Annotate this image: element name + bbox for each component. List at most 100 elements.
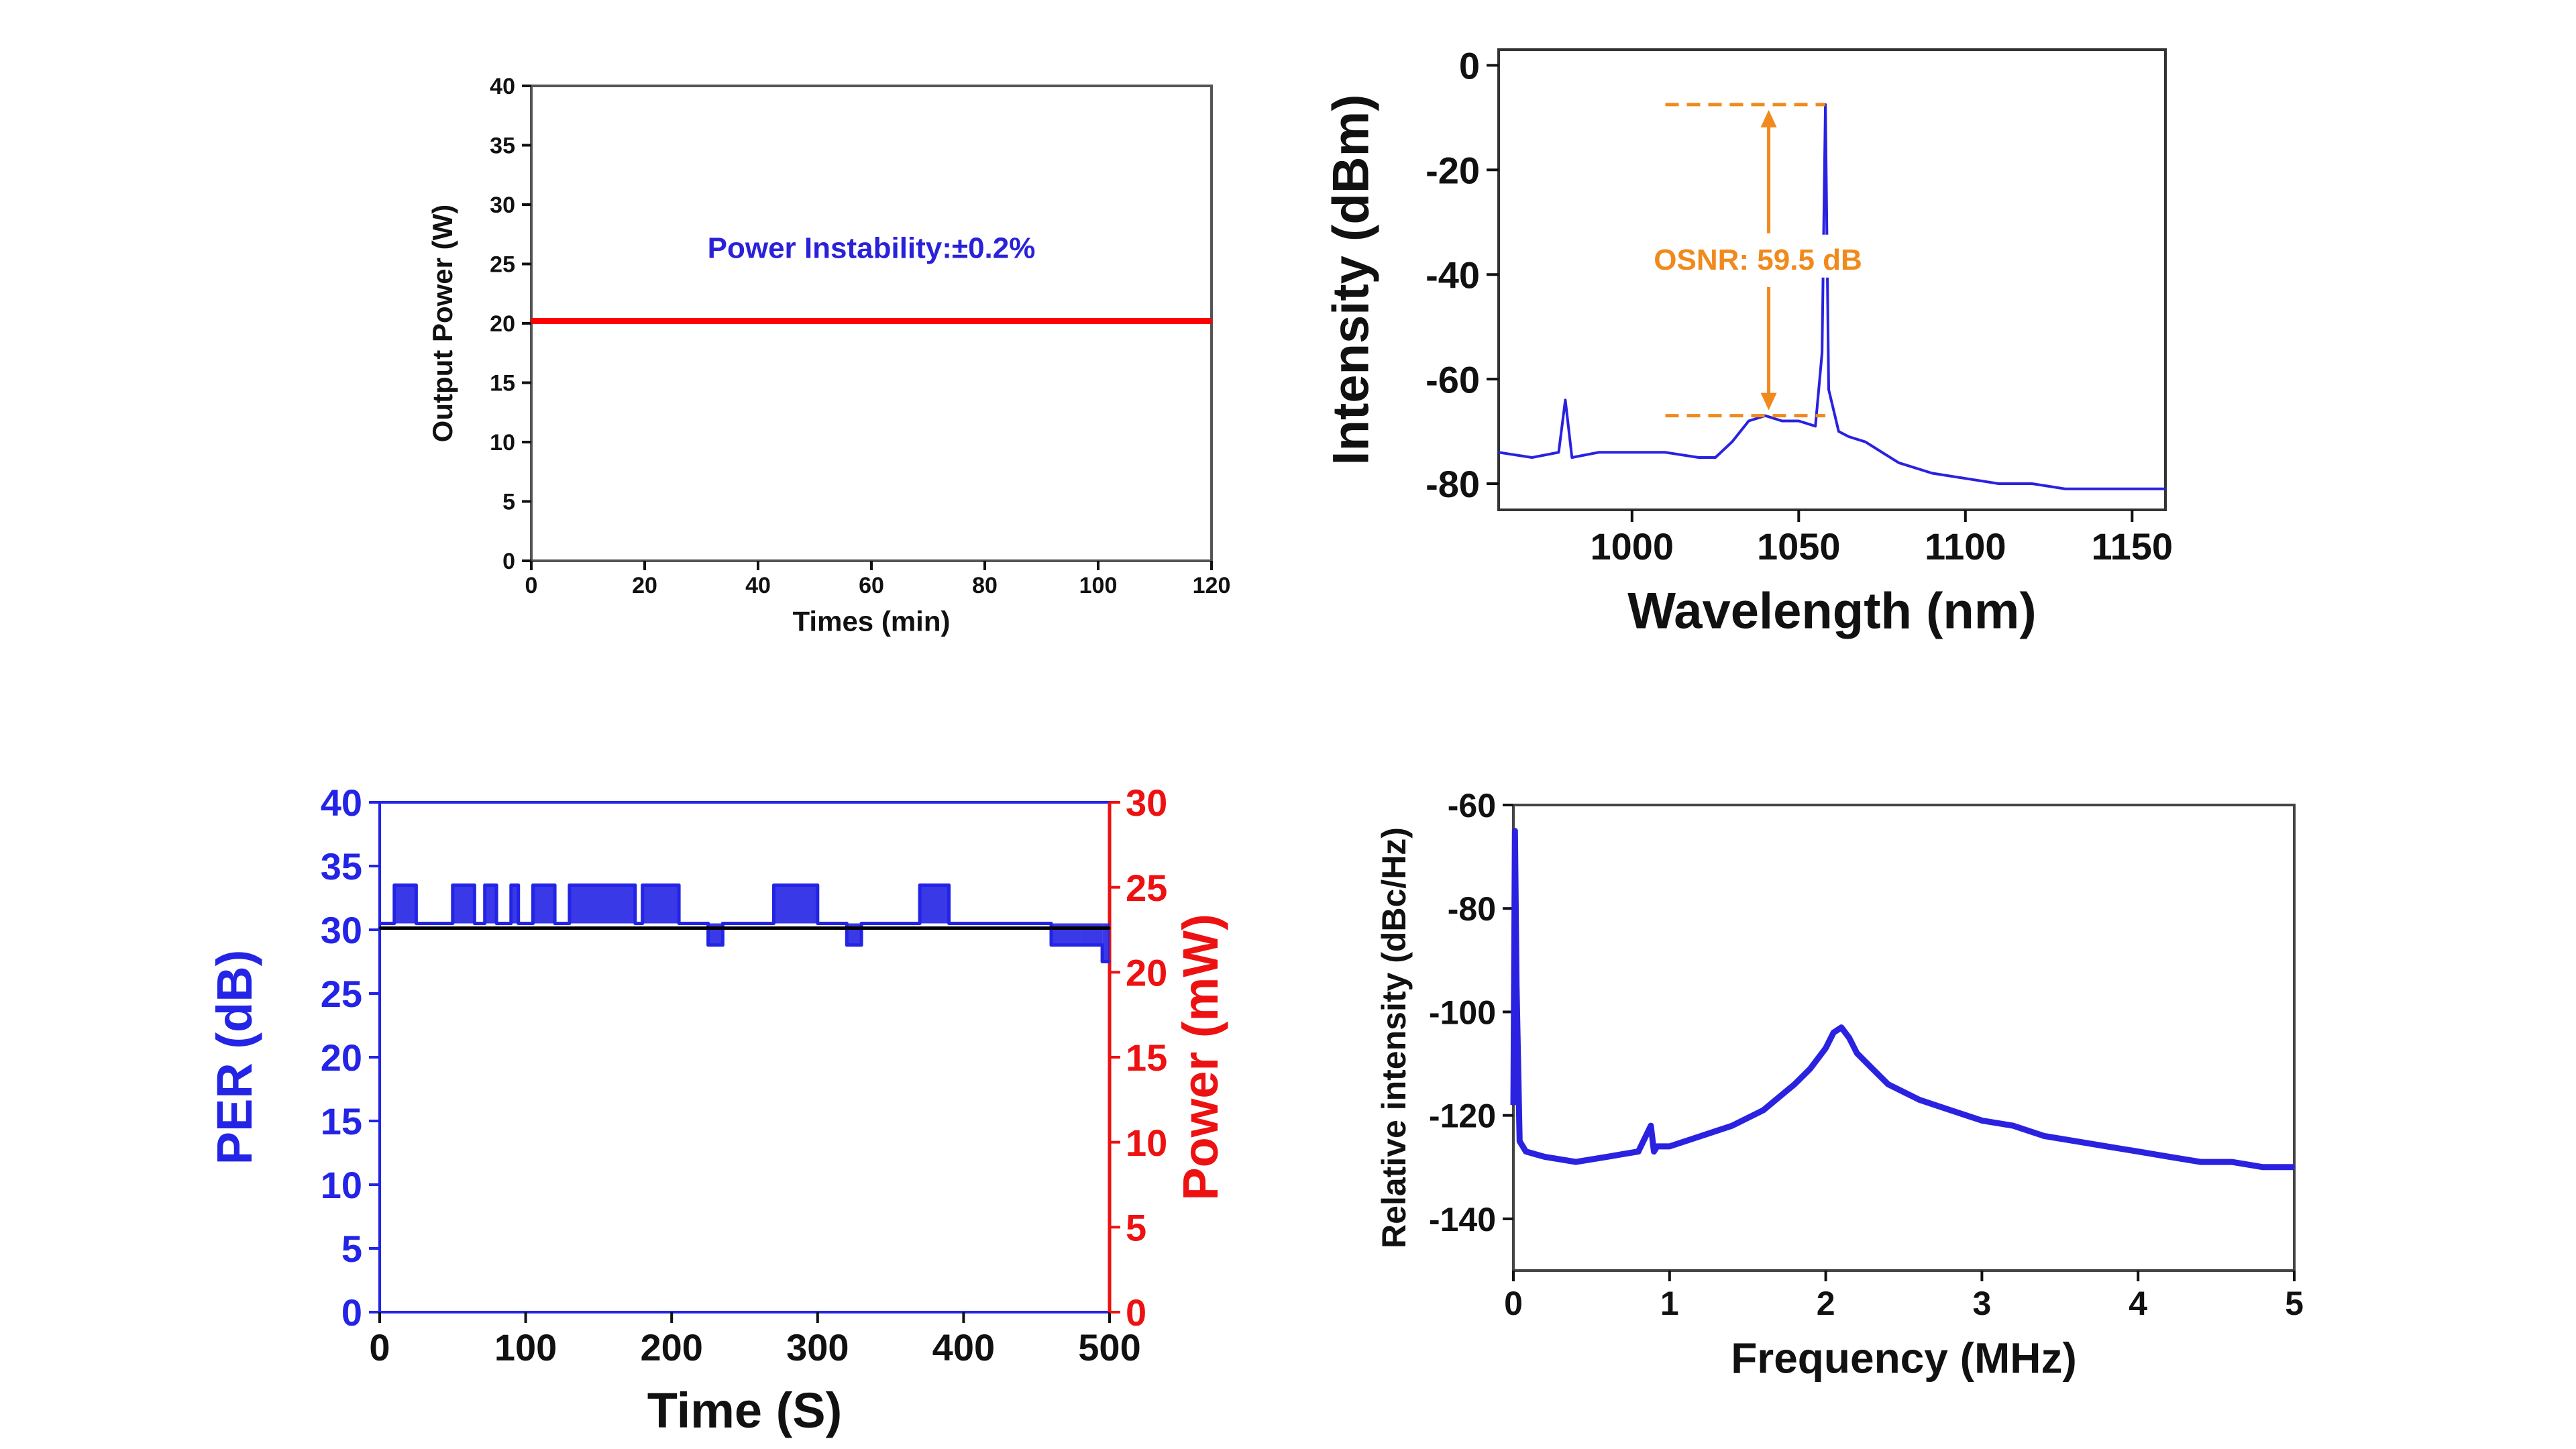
data-point bbox=[918, 922, 921, 924]
data-point bbox=[484, 884, 486, 886]
x-tick-label: 3 bbox=[1972, 1285, 1991, 1322]
data-point bbox=[707, 922, 710, 924]
x-tick-label: 1050 bbox=[1757, 525, 1841, 568]
data-point bbox=[1637, 1150, 1640, 1153]
y-tick-label: 30 bbox=[321, 909, 362, 951]
y-tick-label: 35 bbox=[321, 845, 362, 888]
data-point bbox=[495, 922, 498, 924]
data-point bbox=[721, 922, 724, 924]
data-point bbox=[1762, 1109, 1764, 1112]
x-tick-label: 500 bbox=[1078, 1326, 1140, 1368]
x-tick-label: 5 bbox=[2285, 1285, 2304, 1322]
per-step-block bbox=[452, 885, 475, 924]
y-tick-label: 30 bbox=[490, 193, 515, 218]
x-tick-label: 0 bbox=[1504, 1285, 1523, 1322]
y2-tick-label: 0 bbox=[1126, 1291, 1146, 1334]
data-point bbox=[1980, 1119, 1983, 1122]
per-step-block bbox=[511, 885, 519, 924]
chart-power_stability: 0 5 10 15 20 25 30 35 40 0 20 40 60 80 100 120 Times (mi… bbox=[427, 74, 1231, 637]
data-point bbox=[1825, 1046, 1827, 1049]
x-tick-label: 80 bbox=[972, 573, 998, 598]
y-axis-label: PER (dB) bbox=[207, 950, 262, 1165]
y-tick-label: 25 bbox=[490, 252, 515, 278]
data-point bbox=[510, 922, 513, 924]
data-point bbox=[860, 922, 863, 924]
data-point bbox=[1668, 1145, 1671, 1148]
y2-tick-label: 5 bbox=[1126, 1206, 1146, 1248]
data-point bbox=[991, 922, 994, 924]
data-point bbox=[2261, 1166, 2264, 1169]
data-point bbox=[2074, 1140, 2077, 1142]
data-point bbox=[451, 884, 454, 886]
data-point bbox=[2164, 488, 2167, 490]
per-step-block bbox=[484, 885, 497, 924]
data-point bbox=[1101, 944, 1104, 947]
data-point bbox=[707, 944, 710, 947]
x-tick-label: 200 bbox=[640, 1326, 702, 1368]
x-tick-label: 400 bbox=[932, 1326, 995, 1368]
x-tick-label: 60 bbox=[859, 573, 884, 598]
data-point bbox=[530, 319, 533, 322]
data-point bbox=[875, 922, 877, 924]
data-point bbox=[473, 884, 476, 886]
x-tick-label: 0 bbox=[525, 573, 538, 598]
y-tick-label: -80 bbox=[1448, 890, 1496, 928]
y-tick-label: 40 bbox=[490, 74, 515, 99]
data-point bbox=[721, 944, 724, 947]
osnr-arrowhead-down bbox=[1760, 392, 1777, 411]
x-tick-label: 1100 bbox=[1925, 525, 2006, 568]
data-point bbox=[1664, 451, 1666, 453]
osnr-label: OSNR: 59.5 dB bbox=[1654, 244, 1862, 276]
data-point bbox=[473, 922, 476, 924]
per-step-block bbox=[1102, 923, 1110, 962]
osnr-label-bg bbox=[1621, 234, 1903, 278]
data-point bbox=[1881, 451, 1884, 453]
data-point bbox=[1731, 441, 1733, 443]
x-tick-label: 1 bbox=[1660, 1285, 1679, 1322]
data-point bbox=[816, 922, 819, 924]
per-step-block bbox=[920, 885, 949, 924]
data-point bbox=[553, 922, 556, 924]
data-point bbox=[1780, 419, 1783, 422]
data-point bbox=[1837, 430, 1840, 433]
per-step-block bbox=[533, 885, 555, 924]
data-point bbox=[1887, 1083, 1890, 1085]
data-point bbox=[1650, 1124, 1652, 1127]
y-tick-label: 20 bbox=[490, 311, 515, 337]
per-step-block bbox=[773, 885, 818, 924]
data-point bbox=[1699, 1135, 1702, 1138]
y-tick-label: -80 bbox=[1426, 463, 1480, 505]
x-tick-label: 1000 bbox=[1591, 525, 1674, 568]
y2-tick-label: 10 bbox=[1126, 1122, 1167, 1164]
y2-tick-label: 15 bbox=[1126, 1036, 1167, 1079]
data-point bbox=[641, 884, 644, 886]
y-tick-label: -60 bbox=[1426, 358, 1480, 400]
data-point bbox=[845, 944, 848, 947]
y-axis-label: Output Power (W) bbox=[427, 205, 458, 443]
data-point bbox=[2106, 1145, 2108, 1148]
data-point bbox=[1731, 1124, 1733, 1127]
series-line-spectrum bbox=[1498, 103, 2165, 490]
data-point bbox=[2168, 1155, 2171, 1158]
data-point bbox=[634, 884, 637, 886]
data-point bbox=[1832, 1031, 1835, 1034]
annotation-text: Power Instability:±0.2% bbox=[708, 232, 1036, 265]
data-point bbox=[553, 884, 556, 886]
y-tick-label: 15 bbox=[490, 371, 515, 396]
data-point bbox=[1525, 1150, 1527, 1153]
data-point bbox=[1631, 451, 1633, 453]
x-tick-label: 0 bbox=[369, 1326, 390, 1368]
y-tick-label: 5 bbox=[341, 1228, 362, 1270]
y-tick-label: -140 bbox=[1429, 1201, 1496, 1238]
data-point bbox=[1697, 456, 1700, 459]
chart-spectrum: 0 -20 -40 -60 -80 1000 1050 1100 1150 Wavelength … bbox=[1323, 45, 2173, 640]
data-point bbox=[1793, 1083, 1796, 1085]
x-tick-label: 120 bbox=[1193, 573, 1231, 598]
x-tick-label: 100 bbox=[494, 1326, 557, 1368]
data-point bbox=[1827, 388, 1830, 391]
data-point bbox=[517, 884, 520, 886]
y-axis-label: Relative intensity (dBc/Hz) bbox=[1375, 827, 1413, 1248]
data-point bbox=[1210, 319, 1213, 322]
data-point bbox=[393, 884, 396, 886]
